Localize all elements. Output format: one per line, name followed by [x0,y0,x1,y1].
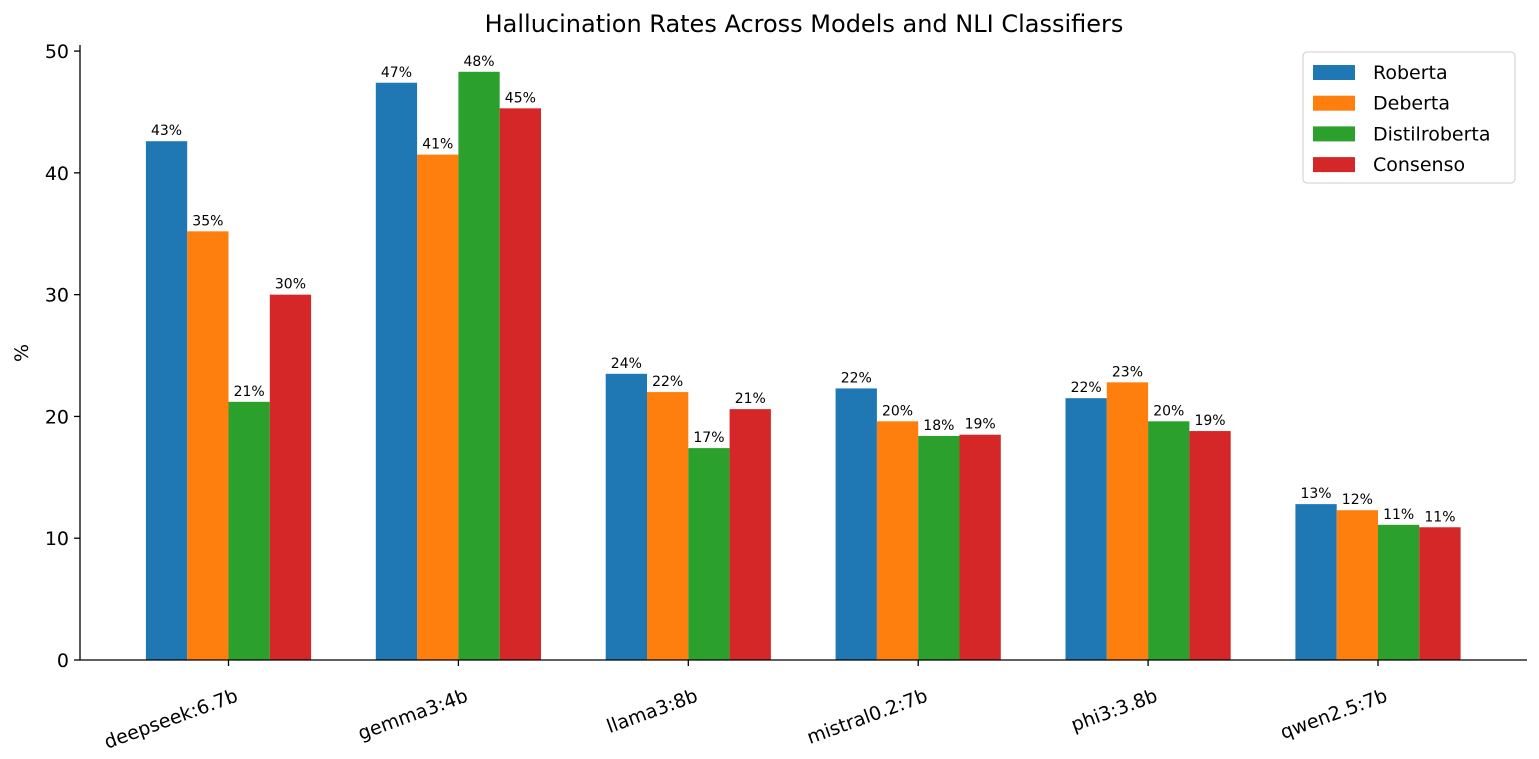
y-tick-label: 40 [45,163,69,185]
bar-distilroberta-phi3:3.8b [1148,421,1190,660]
bar-value-label: 41% [422,137,453,153]
bar-value-label: 21% [735,391,766,407]
bar-distilroberta-mistral0.2:7b [918,435,960,660]
axes [79,45,1527,661]
bar-value-label: 43% [151,123,182,139]
bar-value-label: 22% [1071,380,1102,396]
y-tick-label: 20 [45,406,69,428]
bar-deberta-gemma3:4b [417,154,459,660]
chart-title: Hallucination Rates Across Models and NL… [485,10,1124,38]
bar-value-label: 48% [463,54,494,70]
bar-value-label: 30% [275,277,306,293]
legend-label-deberta: Deberta [1373,93,1450,115]
y-tick-label: 50 [45,41,69,63]
bar-distilroberta-deepseek:6.7b [228,401,270,660]
bar-value-label: 20% [882,403,913,419]
bar-deberta-deepseek:6.7b [187,231,229,660]
x-tick-label: deepseek:6.7b [101,685,241,754]
bar-consenso-qwen2.5:7b [1419,527,1461,660]
bar-deberta-phi3:3.8b [1106,382,1149,660]
bar-consenso-llama3:8b [729,409,771,660]
bar-value-label: 18% [923,418,954,434]
legend-swatch-consenso [1313,157,1355,173]
bar-value-labels: 43% 35% 21% 30% 47% 41% 48% 45% 24% 22% 17% 21% 22% 2… [151,54,1456,525]
bar-value-label: 22% [841,370,872,386]
bar-value-label: 24% [611,356,642,372]
bar-distilroberta-qwen2.5:7b [1378,524,1420,660]
bar-value-label: 35% [192,213,223,229]
bar-consenso-deepseek:6.7b [269,294,312,660]
bar-roberta-gemma3:4b [375,82,418,660]
bar-value-label: 19% [1194,413,1225,429]
y-axis-label: % [11,344,33,362]
bar-roberta-qwen2.5:7b [1295,504,1337,660]
x-ticks: deepseek:6.7b gemma3:4b llama3:8b mistral0.… [101,660,1390,754]
bar-value-label: 20% [1153,403,1184,419]
bar-value-label: 12% [1342,492,1373,508]
bar-value-label: 45% [505,90,536,106]
x-tick-label: qwen2.5:7b [1277,685,1390,744]
bar-value-label: 17% [693,430,724,446]
y-tick-label: 0 [57,650,69,672]
bar-value-label: 23% [1112,364,1143,380]
bar-distilroberta-llama3:8b [688,448,730,660]
legend-swatch-roberta [1313,65,1355,80]
legend-swatch-deberta [1313,95,1355,111]
x-tick-label: phi3:3.8b [1068,685,1160,737]
x-tick-label: gemma3:4b [355,685,471,745]
bar-distilroberta-gemma3:4b [458,71,500,661]
bar-deberta-llama3:8b [647,392,689,660]
bar-value-label: 47% [381,65,412,81]
bar-value-label: 19% [965,417,996,433]
bar-roberta-llama3:8b [605,373,647,660]
y-tick-label: 30 [45,285,69,307]
x-tick-label: llama3:8b [604,685,701,738]
bars-layer [145,71,1461,661]
x-tick-label: mistral0.2:7b [804,685,931,749]
bar-consenso-gemma3:4b [499,108,541,660]
bar-value-label: 11% [1424,509,1455,525]
bar-value-label: 11% [1383,507,1414,523]
legend-label-distilroberta: Distilroberta [1373,123,1491,145]
bar-deberta-qwen2.5:7b [1336,510,1378,660]
legend: Roberta Deberta Distilroberta Consenso [1302,51,1516,184]
bar-roberta-mistral0.2:7b [835,388,877,660]
bar-deberta-mistral0.2:7b [876,421,919,660]
bar-value-label: 21% [234,384,265,400]
bar-roberta-deepseek:6.7b [145,141,188,660]
legend-frame [1302,51,1516,184]
y-ticks: 0 10 20 30 40 50 [45,41,80,672]
legend-label-consenso: Consenso [1373,154,1465,176]
legend-swatch-distilroberta [1313,126,1355,142]
bar-value-label: 22% [652,374,683,390]
bar-value-label: 13% [1300,486,1331,502]
bar-consenso-mistral0.2:7b [959,434,1001,660]
bar-consenso-phi3:3.8b [1189,431,1231,660]
y-tick-label: 10 [45,528,69,550]
legend-label-roberta: Roberta [1373,62,1448,84]
bar-roberta-phi3:3.8b [1065,398,1107,660]
